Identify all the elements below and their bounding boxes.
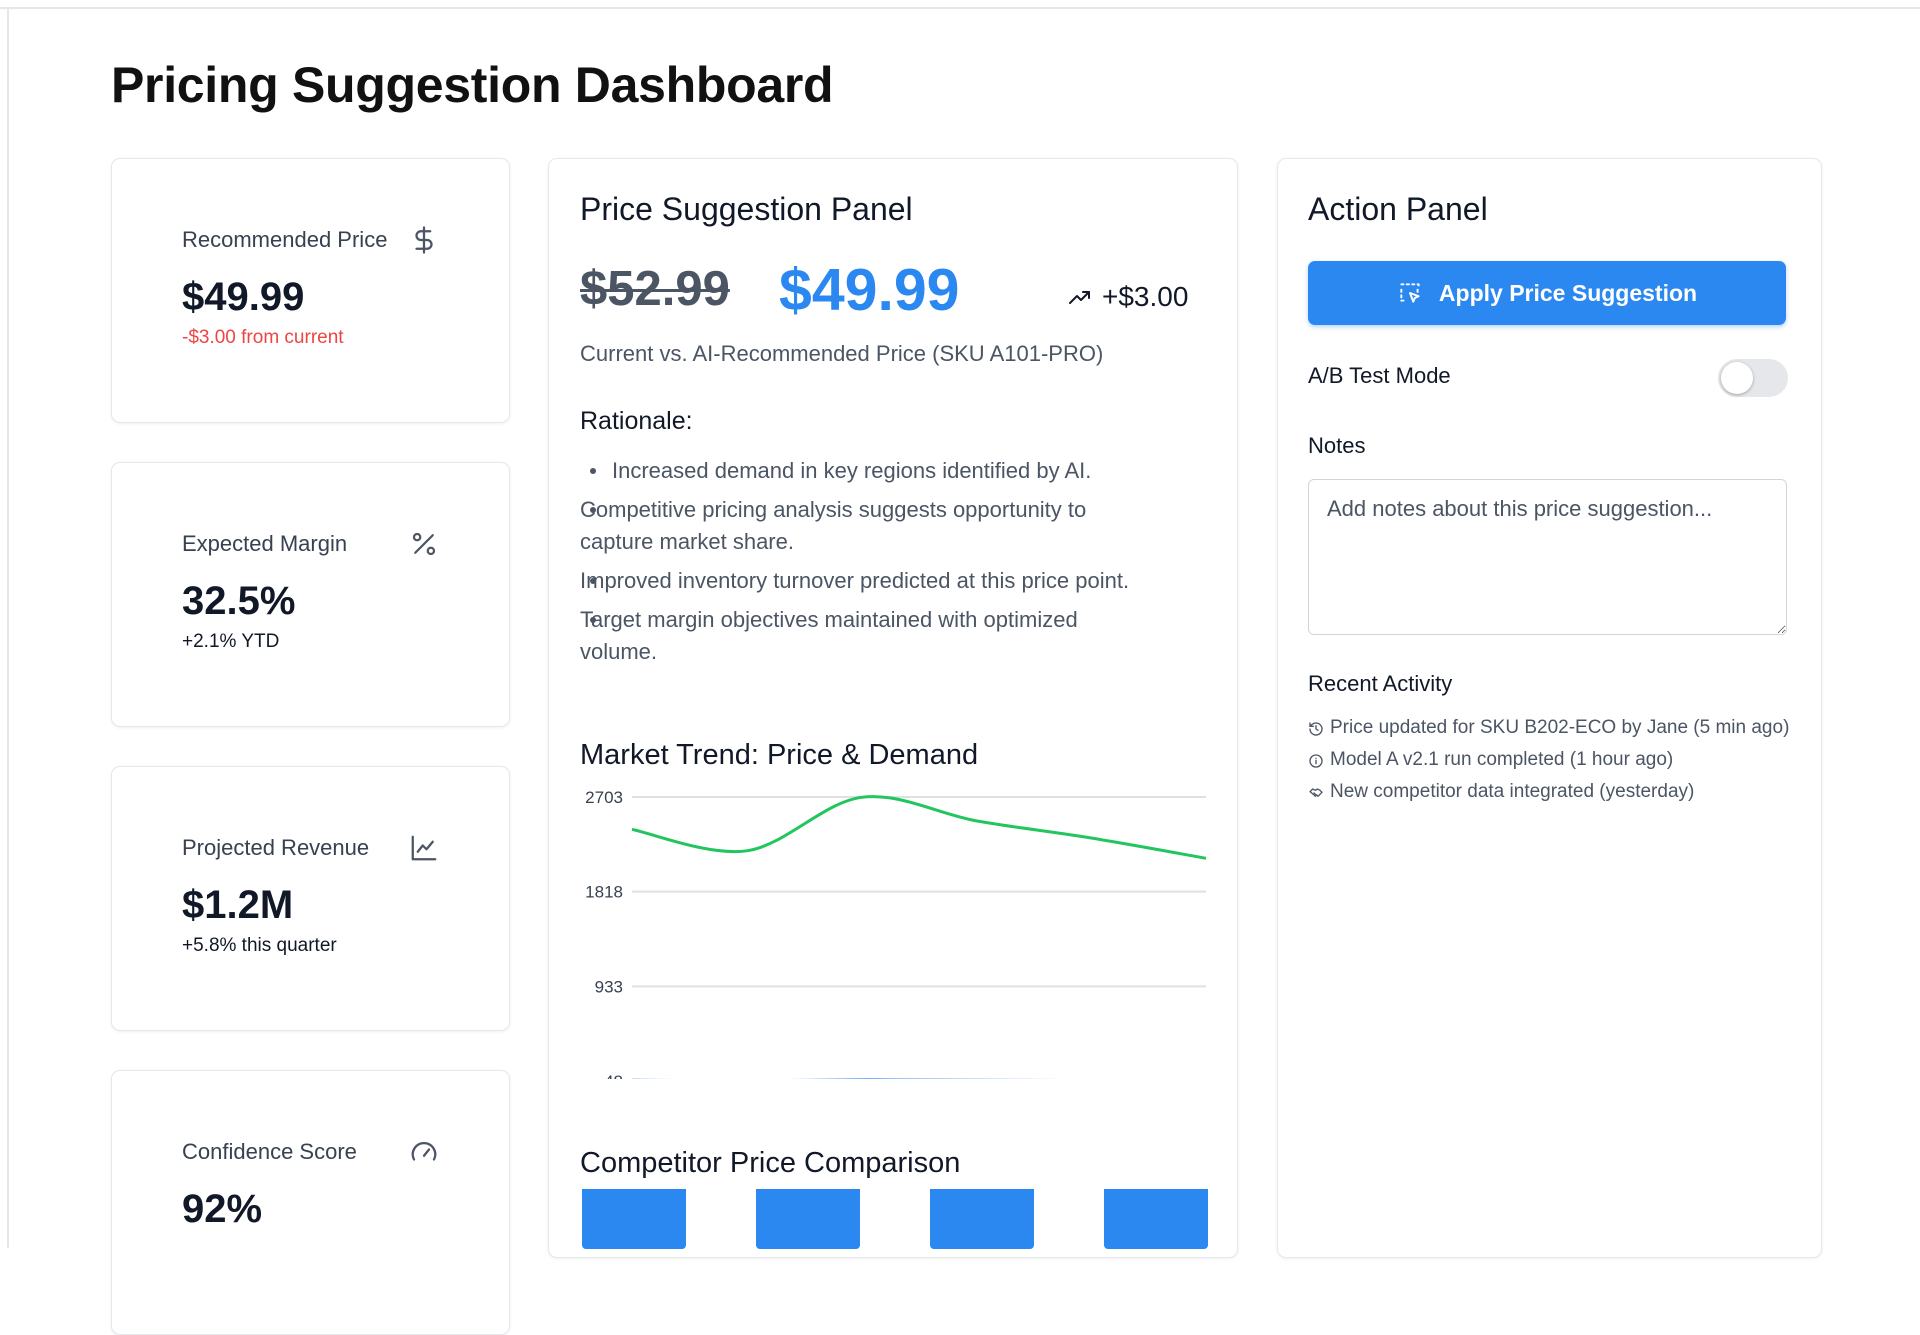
competitor-bar	[930, 1189, 1034, 1249]
gauge-icon	[411, 1142, 437, 1161]
rationale-item: Improved inventory turnover predicted at…	[580, 565, 1140, 597]
ab-test-label: A/B Test Mode	[1308, 363, 1451, 388]
dollar-sign-icon	[415, 226, 433, 254]
kpi-card-projected-revenue: Projected Revenue $1.2M +5.8% this quart…	[111, 766, 510, 1031]
series-line-demand	[631, 795, 1207, 860]
competitor-bar	[582, 1189, 686, 1249]
price-caption: Current vs. AI-Recommended Price (SKU A1…	[580, 341, 1104, 366]
competitor-bar	[756, 1189, 860, 1249]
percent-icon	[412, 532, 436, 556]
price-trend-value: +$3.00	[1102, 281, 1189, 312]
apply-price-suggestion-button[interactable]: Apply Price Suggestion	[1308, 261, 1786, 325]
competitor-bar	[1104, 1189, 1208, 1249]
kpi-label: Recommended Price	[182, 227, 388, 252]
recent-activity-title: Recent Activity	[1308, 671, 1453, 696]
market-trend-title: Market Trend: Price & Demand	[580, 739, 979, 771]
kpi-value: $1.2M	[182, 883, 294, 927]
y-tick-label: 933	[595, 977, 623, 996]
kpi-value: 32.5%	[182, 579, 296, 623]
activity-item: Model A v2.1 run completed (1 hour ago)	[1308, 747, 1798, 773]
history-icon	[1309, 722, 1323, 736]
market-trend-chart: 4893318182703JanFebMarAprMayJun	[585, 788, 1207, 1079]
kpi-label: Projected Revenue	[182, 835, 370, 860]
kpi-change: +2.1% YTD	[182, 631, 280, 652]
action-panel: Action Panel Apply Price Suggestion A/B …	[1277, 158, 1822, 1258]
page-title: Pricing Suggestion Dashboard	[111, 57, 834, 113]
trending-up-icon	[1069, 291, 1090, 304]
activity-item: New competitor data integrated (yesterda…	[1308, 779, 1798, 805]
toggle-knob	[1721, 362, 1753, 394]
line-chart-icon	[411, 835, 437, 861]
rationale-title: Rationale:	[580, 407, 693, 435]
rationale-item: Competitive pricing analysis suggests op…	[580, 494, 1140, 558]
ab-test-toggle[interactable]	[1718, 359, 1788, 397]
kpi-label: Expected Margin	[182, 531, 348, 556]
select-cursor-icon	[1400, 283, 1420, 303]
notes-textarea[interactable]	[1308, 479, 1787, 635]
activity-item: Price updated for SKU B202-ECO by Jane (…	[1308, 715, 1798, 741]
kpi-change: -$3.00 from current	[182, 327, 344, 348]
info-circle-icon	[1309, 754, 1323, 768]
window-top-border	[0, 0, 1920, 9]
y-tick-label: 2703	[585, 788, 623, 807]
y-tick-label: 48	[604, 1072, 623, 1079]
panel-title: Price Suggestion Panel	[580, 191, 913, 227]
competitor-comparison-title: Competitor Price Comparison	[580, 1147, 961, 1179]
price-suggestion-panel: Price Suggestion Panel $52.99 $49.99 +$3…	[548, 158, 1238, 1258]
rationale-list: Increased demand in key regions identifi…	[580, 455, 1140, 675]
price-trend: +$3.00	[1064, 281, 1188, 313]
kpi-card-recommended-price: Recommended Price $49.99 -$3.00 from cur…	[111, 158, 510, 423]
kpi-value: $49.99	[182, 275, 305, 319]
kpi-change: +5.8% this quarter	[182, 935, 337, 956]
kpi-label: Confidence Score	[182, 1139, 357, 1164]
handshake-icon	[1309, 788, 1323, 797]
recent-activity-list: Price updated for SKU B202-ECO by Jane (…	[1308, 715, 1798, 811]
recommended-price: $49.99	[779, 257, 960, 323]
rationale-item: Increased demand in key regions identifi…	[580, 455, 1140, 487]
kpi-card-expected-margin: Expected Margin 32.5% +2.1% YTD	[111, 462, 510, 727]
notes-label: Notes	[1308, 433, 1366, 458]
current-price: $52.99	[580, 262, 730, 316]
kpi-card-confidence-score: Confidence Score 92%	[111, 1070, 510, 1335]
rationale-item: Target margin objectives maintained with…	[580, 604, 1140, 668]
competitor-comparison-chart	[582, 1189, 1208, 1249]
panel-title: Action Panel	[1308, 191, 1488, 227]
window-left-border	[7, 9, 9, 1248]
apply-button-label: Apply Price Suggestion	[1438, 279, 1698, 306]
kpi-value: 92%	[182, 1187, 263, 1231]
y-tick-label: 1818	[585, 883, 623, 902]
